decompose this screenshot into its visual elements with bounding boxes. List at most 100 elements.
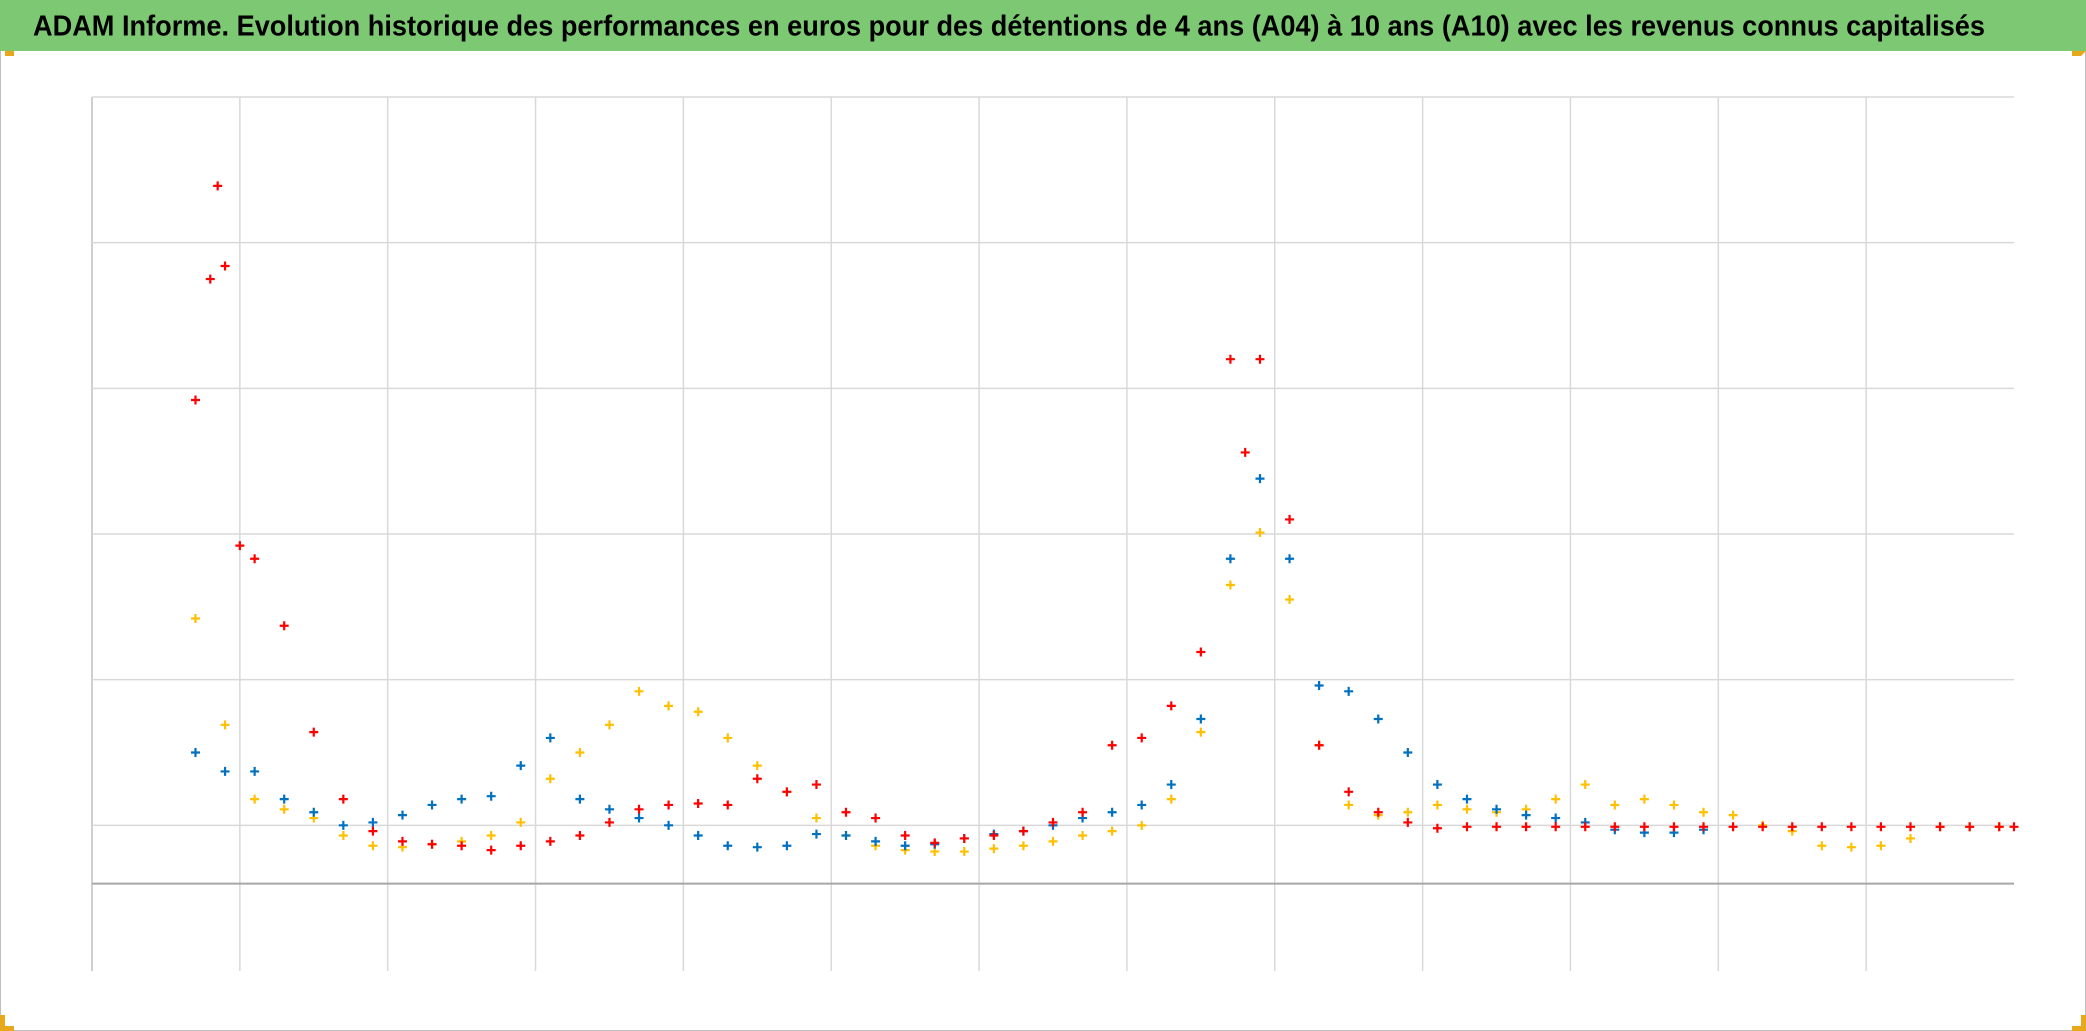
- point: [486, 791, 496, 801]
- corner: [2072, 1015, 2086, 1031]
- point: [220, 766, 230, 776]
- point: [989, 831, 999, 841]
- point: [1610, 800, 1620, 810]
- point: [1107, 826, 1117, 836]
- point: [959, 833, 969, 843]
- point: [2009, 822, 2019, 832]
- point: [930, 838, 940, 848]
- point: [871, 836, 881, 846]
- point: [1639, 794, 1649, 804]
- point: [1462, 804, 1472, 814]
- point: [1314, 680, 1324, 690]
- point: [811, 813, 821, 823]
- point: [604, 804, 614, 814]
- point: [1196, 727, 1206, 737]
- point: [664, 820, 674, 830]
- point: [841, 807, 851, 817]
- point: [250, 554, 260, 564]
- point: [279, 621, 289, 631]
- point: [1344, 800, 1354, 810]
- point: [1314, 740, 1324, 750]
- point: [545, 774, 555, 784]
- point: [782, 841, 792, 851]
- point: [1462, 822, 1472, 832]
- point: [1255, 474, 1265, 484]
- point: [397, 836, 407, 846]
- point: [1876, 822, 1886, 832]
- point: [1521, 810, 1531, 820]
- grid: [91, 96, 2014, 971]
- point: [575, 794, 585, 804]
- point: [1107, 807, 1117, 817]
- point: [1492, 804, 1502, 814]
- point: [1462, 794, 1472, 804]
- point: [338, 831, 348, 841]
- corner: [0, 1015, 14, 1031]
- point: [427, 839, 437, 849]
- point: [575, 831, 585, 841]
- point: [190, 613, 200, 623]
- point: [1551, 794, 1561, 804]
- point: [190, 748, 200, 757]
- point: [604, 720, 614, 730]
- point: [1240, 447, 1250, 457]
- point: [693, 831, 703, 841]
- point: [1699, 807, 1709, 817]
- point: [368, 841, 378, 851]
- point: [1728, 810, 1738, 820]
- point: [1048, 817, 1058, 827]
- point: [871, 813, 881, 823]
- point: [1610, 822, 1620, 832]
- point: [693, 798, 703, 808]
- point: [1107, 740, 1117, 750]
- title-bar: [0, 0, 2086, 51]
- point: [1166, 780, 1176, 790]
- point: [1166, 701, 1176, 711]
- point: [338, 794, 348, 804]
- point: [1906, 822, 1916, 832]
- point: [1639, 822, 1649, 832]
- point: [1758, 822, 1768, 832]
- point: [545, 836, 555, 846]
- point: [397, 810, 407, 820]
- point: [1935, 822, 1945, 832]
- point: [516, 817, 526, 827]
- point: [279, 794, 289, 804]
- point: [1669, 822, 1679, 832]
- point: [634, 804, 644, 814]
- point: [486, 831, 496, 841]
- point: [1137, 820, 1147, 830]
- point: [1787, 822, 1797, 832]
- point: [279, 804, 289, 814]
- point: [1728, 822, 1738, 832]
- point: [1285, 554, 1295, 564]
- point: [1817, 841, 1827, 851]
- point: [1580, 822, 1590, 832]
- point: [1344, 787, 1354, 797]
- point: [1285, 595, 1295, 605]
- point: [900, 841, 910, 851]
- point: [1255, 354, 1265, 364]
- point: [693, 707, 703, 717]
- plot: [190, 181, 2019, 857]
- point: [811, 829, 821, 839]
- point: [1846, 842, 1856, 852]
- point: [309, 807, 319, 817]
- point: [1994, 822, 2004, 832]
- point: [841, 831, 851, 841]
- corner: [2072, 51, 2086, 56]
- point: [664, 701, 674, 711]
- point: [1551, 813, 1561, 823]
- point: [723, 800, 733, 810]
- point: [1255, 528, 1265, 538]
- chart-title: ADAM Informe. Evolution historique des p…: [33, 11, 1985, 43]
- point: [723, 733, 733, 743]
- point: [1432, 800, 1442, 810]
- point: [1906, 833, 1916, 843]
- point: [309, 727, 319, 737]
- point: [427, 800, 437, 810]
- point: [368, 817, 378, 827]
- point: [1166, 794, 1176, 804]
